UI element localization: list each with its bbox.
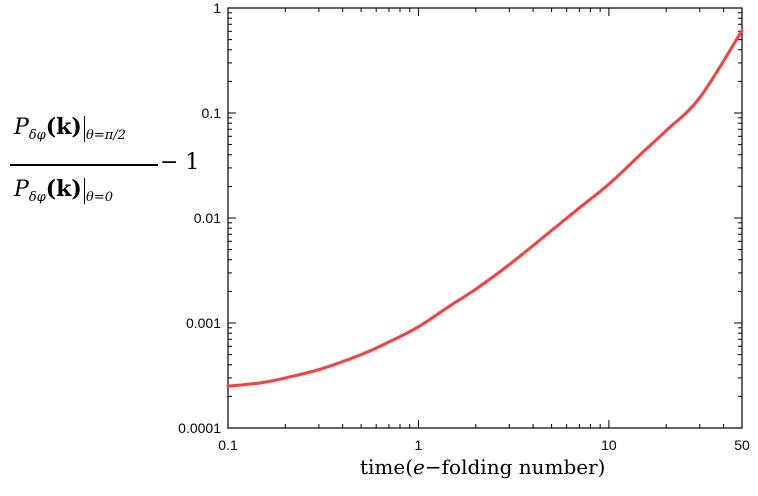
x-axis-label: time(e−folding number) <box>360 455 605 479</box>
x-label-prefix: time( <box>360 455 414 479</box>
y-axis-fraction: Pδφ(k) θ=π/2 Pδφ(k) θ=0 <box>8 110 158 220</box>
y-label-num-sub: δφ <box>28 128 46 143</box>
y-tick-label: 0.1 <box>202 105 222 121</box>
y-label-den-sub: δφ <box>28 190 46 205</box>
y-tick-label: 0.001 <box>186 315 221 331</box>
y-label-den-arg: (k) <box>45 176 82 202</box>
x-tick-label: 50 <box>734 437 750 453</box>
y-label-num-eval: θ=π/2 <box>86 128 126 143</box>
y-tick-label: 1 <box>213 0 221 16</box>
series <box>226 29 744 388</box>
x-tick-label: 10 <box>601 437 617 453</box>
y-label-num-evalbar <box>83 116 85 142</box>
series-line <box>226 29 744 388</box>
x-label-suffix: −folding number) <box>424 455 606 479</box>
y-label-den-evalbar <box>83 178 85 204</box>
y-label-fraction-bar <box>10 164 158 166</box>
tick-labels: 0.1 1 10 50 0.0001 0.001 0.01 0.1 1 <box>178 0 750 453</box>
y-label-tail: − 1 <box>160 150 200 175</box>
y-tick-label: 0.01 <box>194 210 221 226</box>
x-label-italic: e <box>413 455 425 479</box>
y-label-den-main: P <box>14 177 29 202</box>
y-label-num-main: P <box>14 115 29 140</box>
y-label-den-eval: θ=0 <box>86 190 113 205</box>
plot-frame <box>227 7 743 429</box>
ticks <box>227 7 743 429</box>
x-tick-label: 1 <box>415 437 423 453</box>
y-label-denominator: Pδφ(k) θ=0 <box>14 176 113 205</box>
y-label-numerator: Pδφ(k) θ=π/2 <box>14 114 126 143</box>
y-tick-label: 0.0001 <box>178 420 221 436</box>
x-tick-label: 0.1 <box>218 437 238 453</box>
y-label-num-arg: (k) <box>45 114 82 140</box>
y-axis-label: Pδφ(k) θ=π/2 Pδφ(k) θ=0 − 1 <box>8 110 200 230</box>
